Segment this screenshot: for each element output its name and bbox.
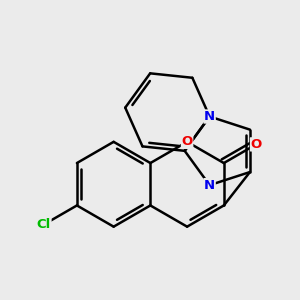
Text: N: N bbox=[204, 110, 215, 123]
Text: Cl: Cl bbox=[37, 218, 51, 231]
Text: N: N bbox=[204, 178, 215, 192]
Text: O: O bbox=[250, 138, 262, 151]
Text: O: O bbox=[182, 135, 193, 148]
